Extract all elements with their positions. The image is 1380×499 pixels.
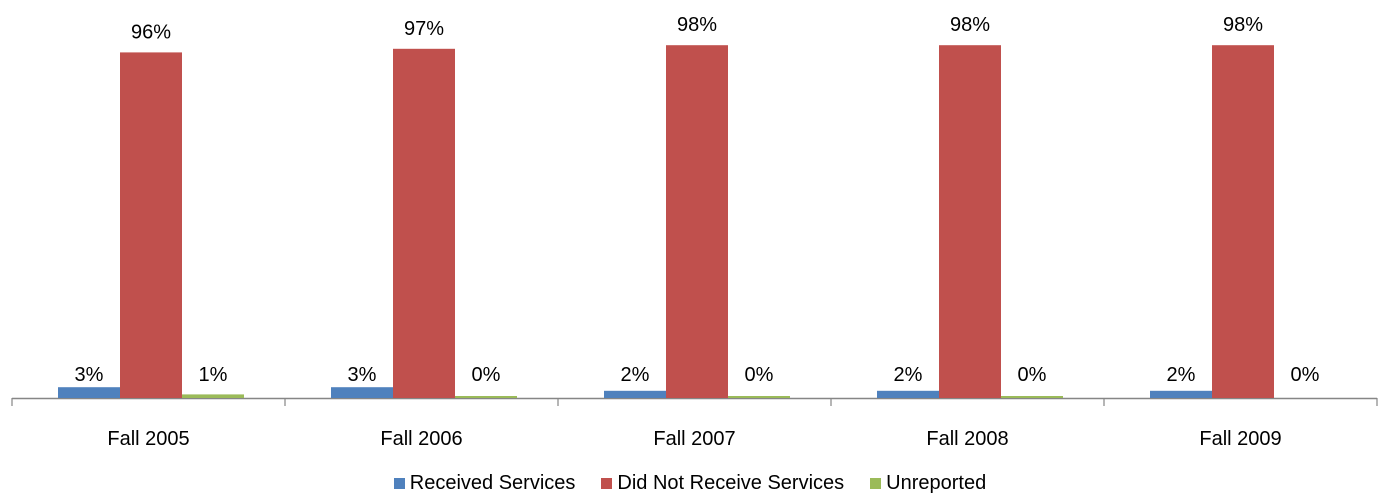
data-label: 0% (1291, 364, 1320, 386)
data-label: 0% (472, 364, 501, 386)
data-label: 97% (404, 18, 444, 40)
legend-item: Did Not Receive Services (601, 472, 844, 495)
bar-unreported-fall-2008 (1001, 396, 1063, 398)
x-tick-label: Fall 2008 (926, 428, 1008, 450)
data-label: 1% (199, 364, 228, 386)
data-label: 0% (1018, 364, 1047, 386)
bar-did-not-receive-services-fall-2008 (939, 45, 1001, 398)
legend-label: Did Not Receive Services (617, 472, 845, 494)
bar-did-not-receive-services-fall-2006 (393, 48, 455, 399)
bar-did-not-receive-services-fall-2009 (1212, 45, 1274, 398)
x-tick-label: Fall 2007 (653, 428, 735, 450)
legend-item: Received Services (393, 472, 576, 495)
legend-label: Unreported (886, 472, 987, 494)
x-tick-label: Fall 2009 (1199, 428, 1281, 450)
bar-received-services-fall-2006 (331, 387, 393, 398)
x-tick-label: Fall 2006 (380, 428, 462, 450)
bar-received-services-fall-2009 (1150, 390, 1212, 398)
bar-received-services-fall-2007 (604, 390, 666, 398)
legend-swatch (393, 478, 405, 489)
data-label: 0% (745, 364, 774, 386)
legend-label: Received Services (409, 472, 576, 494)
bar-did-not-receive-services-fall-2007 (666, 45, 728, 398)
bar-unreported-fall-2007 (728, 396, 790, 398)
bar-did-not-receive-services-fall-2005 (120, 52, 182, 399)
data-label: 98% (950, 14, 990, 36)
x-tick-label: Fall 2005 (107, 428, 189, 450)
data-label: 3% (75, 364, 104, 386)
legend: Received Services Did Not Receive Service… (0, 472, 1380, 495)
legend-swatch (870, 478, 882, 489)
data-label: 98% (1223, 14, 1263, 36)
data-label: 2% (1167, 364, 1196, 386)
data-label: 98% (677, 14, 717, 36)
data-label: 3% (348, 364, 377, 386)
bar-received-services-fall-2005 (58, 387, 120, 398)
bar-received-services-fall-2008 (877, 390, 939, 398)
bar-unreported-fall-2005 (182, 394, 244, 398)
data-label: 96% (131, 21, 171, 43)
data-label: 2% (894, 364, 923, 386)
bar-unreported-fall-2006 (455, 396, 517, 398)
legend-swatch (601, 478, 613, 489)
data-label: 2% (621, 364, 650, 386)
legend-item: Unreported (870, 472, 986, 495)
